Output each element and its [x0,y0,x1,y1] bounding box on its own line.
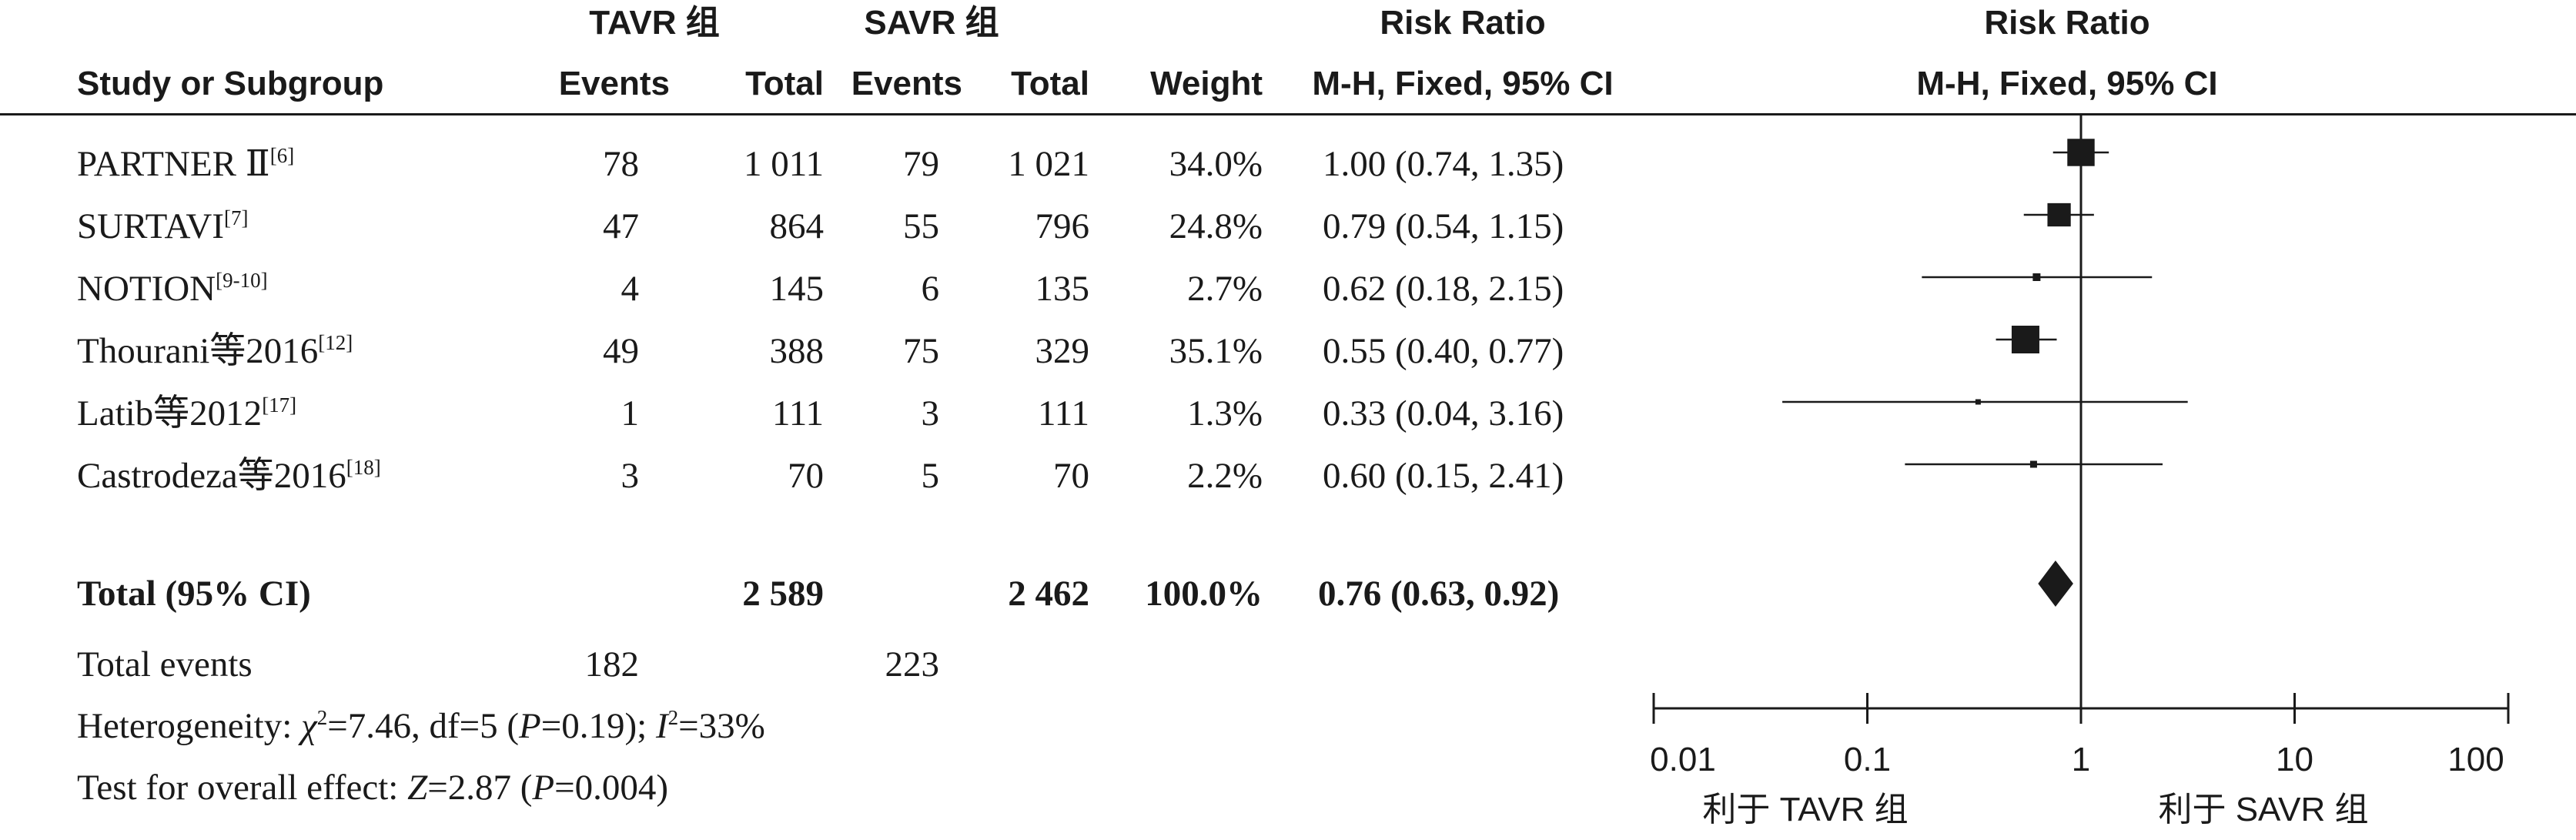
point-estimate-square [2011,326,2039,353]
savr-total: 111 [1037,393,1089,433]
tavr-total: 70 [788,456,824,496]
tavr-events: 4 [621,269,640,309]
study-ci: 0.33 (0.04, 3.16) [1323,393,1564,433]
tavr-events: 78 [603,144,639,184]
x-tick-label: 1 [2071,741,2091,778]
total-events-label: Total events [77,644,253,684]
risk-ratio-plot-header: Risk Ratio [1984,4,2150,42]
study-name: Castrodeza等2016[18] [77,456,381,496]
study-name: PARTNER Ⅱ[6] [77,146,294,182]
method-header: M-H, Fixed, 95% CI [1312,65,1614,102]
study-name-text: SURTAVI [77,206,225,246]
header-rule [0,113,2576,115]
study-weight: 2.7% [1187,269,1263,309]
total-label: Total (95% CI) [77,574,311,614]
study-name-text: PARTNER Ⅱ [77,144,270,184]
tavr-events-header: Events [558,65,670,102]
study-weight: 35.1% [1169,331,1263,371]
total-tavr-total: 2 589 [742,574,824,614]
point-estimate-square [1975,399,1981,405]
study-name: Latib等2012[17] [77,393,297,433]
total-savr-total: 2 462 [1008,574,1089,614]
savr-total-header: Total [1011,65,1089,102]
pooled-diamond [2038,561,2073,607]
study-reference: [7] [224,206,249,229]
plot-method-header: M-H, Fixed, 95% CI [1916,65,2218,102]
x-tick-label: 10 [2276,741,2313,778]
risk-ratio-header: Risk Ratio [1380,4,1546,42]
tavr-events: 49 [603,331,639,371]
study-name: Thourani等2016[12] [77,333,353,370]
tavr-total: 145 [769,269,825,309]
savr-events: 3 [921,393,940,433]
study-name-text: Castrodeza等2016 [77,456,346,496]
point-estimate-square [2032,273,2041,281]
tavr-total: 388 [769,331,825,371]
tavr-total: 111 [771,393,824,433]
savr-events: 79 [903,144,939,184]
study-weight: 2.2% [1187,456,1263,496]
savr-events: 75 [903,331,939,371]
study-ci: 0.60 (0.15, 2.41) [1323,456,1564,496]
tavr-events: 47 [603,206,639,246]
tavr-total-header: Total [745,65,824,102]
study-weight: 1.3% [1187,393,1263,433]
savr-total: 70 [1053,456,1089,496]
total-weight: 100.0% [1145,574,1263,614]
point-estimate-square [2029,460,2037,468]
total-ci: 0.76 (0.63, 0.92) [1318,574,1560,614]
savr-events: 6 [921,269,940,309]
overall-effect-text: Test for overall effect: Z=2.87 (P=0.004… [77,768,669,808]
tavr-group-header: TAVR 组 [589,4,720,42]
weight-header: Weight [1150,65,1263,102]
tavr-total: 864 [769,206,825,246]
savr-events: 5 [921,456,940,496]
study-name-text: Latib等2012 [77,393,263,433]
total-events-tavr: 182 [584,644,640,684]
savr-total: 135 [1035,269,1090,309]
savr-total: 329 [1035,331,1090,371]
study-name: NOTION[9-10] [77,269,268,309]
savr-group-header: SAVR 组 [864,4,999,42]
tavr-total: 1 011 [743,144,824,184]
favours-tavr-label: 利于 TAVR 组 [1702,791,1909,828]
tavr-events: 3 [621,456,640,496]
point-estimate-square [2067,139,2095,166]
study-reference: [9-10] [216,269,268,292]
study-ci: 1.00 (0.74, 1.35) [1323,144,1564,184]
study-reference: [6] [269,144,295,167]
study-ci: 0.62 (0.18, 2.15) [1323,269,1564,309]
tavr-events: 1 [621,393,640,433]
savr-total: 796 [1035,206,1090,246]
savr-events: 55 [903,206,939,246]
study-name-text: Thourani等2016 [77,331,319,371]
x-tick-label: 100 [2447,741,2504,778]
study-ci: 0.55 (0.40, 0.77) [1323,331,1564,371]
study-reference: [18] [346,456,381,479]
study-ci: 0.79 (0.54, 1.15) [1323,206,1564,246]
x-tick-label: 0.1 [1843,741,1892,778]
study-name: SURTAVI[7] [77,206,249,246]
heterogeneity-text: Heterogeneity: χ2=7.46, df=5 (P=0.19); I… [77,706,765,746]
study-weight: 24.8% [1169,206,1263,246]
total-events-savr: 223 [885,644,940,684]
study-reference: [17] [262,393,297,417]
study-weight: 34.0% [1169,144,1263,184]
savr-total: 1 021 [1008,144,1089,184]
study-name-text: NOTION [77,269,216,309]
study-reference: [12] [318,331,353,354]
point-estimate-square [2047,202,2071,227]
favours-savr-label: 利于 SAVR 组 [2158,791,2369,828]
savr-events-header: Events [851,65,962,102]
x-tick-label: 0.01 [1650,741,1716,778]
study-column-header: Study or Subgroup [77,65,384,102]
